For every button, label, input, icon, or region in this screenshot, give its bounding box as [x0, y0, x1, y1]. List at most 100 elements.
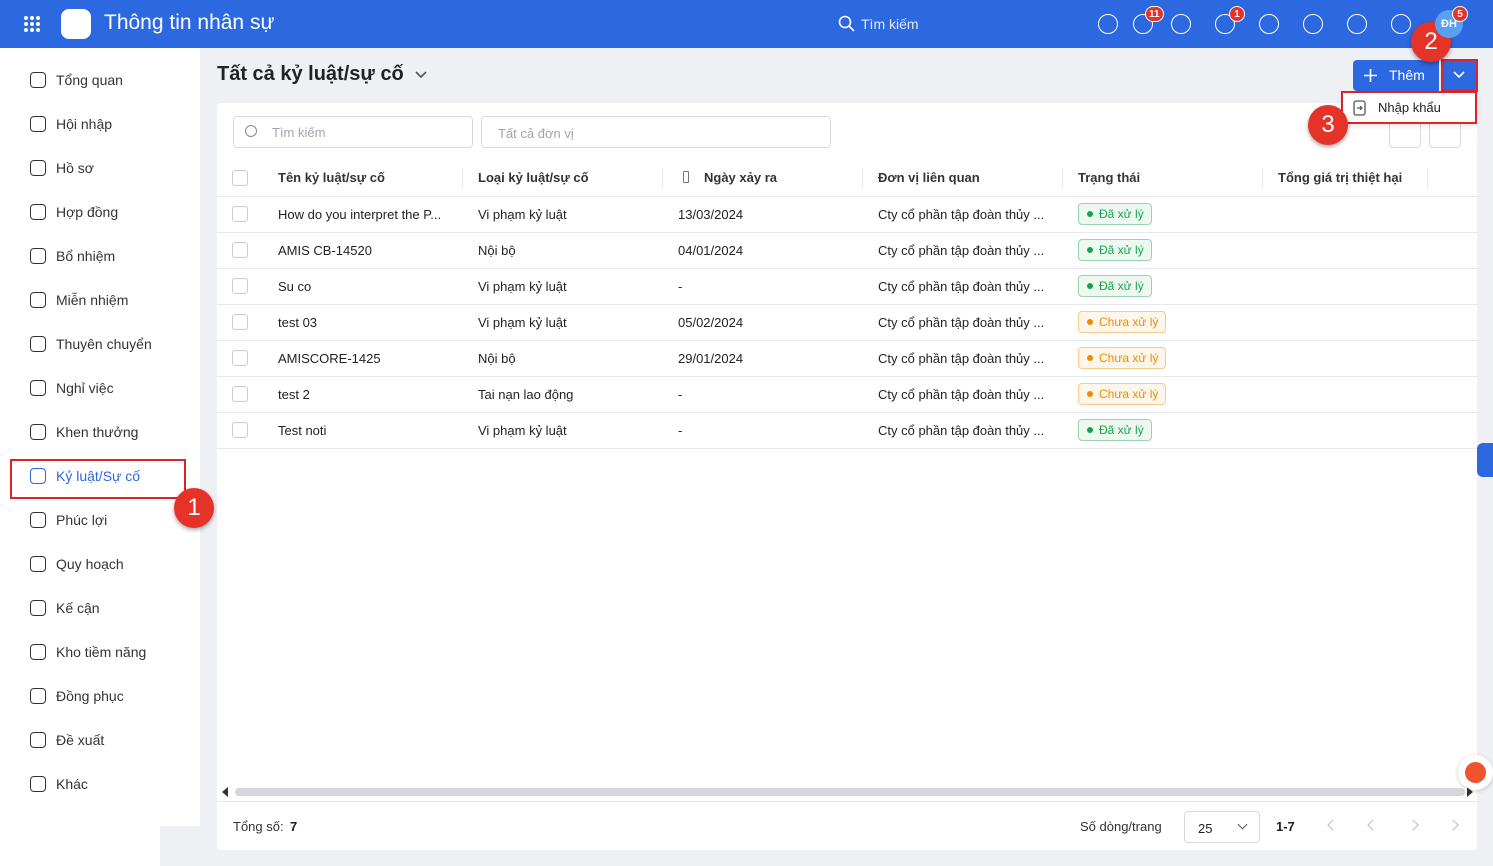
cb[interactable]: [232, 314, 248, 330]
header-icon[interactable]: [1391, 14, 1411, 34]
nav-icon: [30, 600, 46, 616]
nav-icon: [30, 116, 46, 132]
nav-icon: [30, 292, 46, 308]
cb[interactable]: [232, 206, 248, 222]
step-marker: 1: [174, 488, 214, 528]
icon-part: [1453, 71, 1465, 79]
scroll-right: [1467, 787, 1473, 797]
column-header[interactable]: Loại kỷ luật/sự cố: [478, 170, 589, 185]
cb[interactable]: [232, 170, 248, 186]
header-icon[interactable]: [1098, 14, 1118, 34]
cb[interactable]: [232, 278, 248, 294]
column-header[interactable]: Đơn vị liên quan: [878, 170, 980, 185]
page-range: 1-7: [1276, 819, 1295, 834]
status-dot: [1087, 427, 1093, 433]
collapse-button[interactable]: [160, 826, 200, 866]
page-size-select[interactable]: 25: [1184, 811, 1260, 843]
side-panel-toggle[interactable]: [1477, 443, 1493, 477]
nav-item[interactable]: Quy hoạch: [56, 556, 124, 572]
highlight-box: [1441, 59, 1478, 92]
nav-item[interactable]: Kế cận: [56, 600, 100, 616]
app-logo: [61, 9, 91, 39]
status-badge: Đã xử lý: [1078, 239, 1152, 261]
notification-badge: 11: [1145, 6, 1164, 22]
nav-item[interactable]: Tổng quan: [56, 72, 123, 88]
header-icon[interactable]: [1133, 14, 1153, 34]
table-cell[interactable]: How do you interpret the P...: [278, 207, 442, 222]
unit-select[interactable]: Tất cả đơn vị: [481, 116, 831, 148]
apps-icon[interactable]: [23, 15, 41, 33]
search-placeholder[interactable]: Tìm kiếm: [861, 16, 919, 32]
nav-item[interactable]: Phúc lợi: [56, 512, 108, 528]
pager-button[interactable]: [1447, 819, 1459, 831]
table-cell[interactable]: test 03: [278, 315, 318, 330]
nav-item[interactable]: Hợp đồng: [56, 204, 119, 220]
table-cell: -: [678, 387, 683, 402]
page-title[interactable]: Tất cả kỷ luật/sự cố: [217, 63, 404, 85]
top-bar: Thông tin nhân sự Tìm kiếm: [0, 0, 1493, 48]
cb[interactable]: [232, 386, 248, 402]
icon-part: [24, 16, 28, 20]
cb[interactable]: [232, 350, 248, 366]
table-cell[interactable]: test 2: [278, 387, 310, 402]
search-input[interactable]: Tìm kiếm: [233, 116, 473, 148]
nav-item[interactable]: Kỷ luật/Sự cố: [56, 468, 141, 484]
row-line: [217, 412, 1477, 413]
header-icon[interactable]: [1171, 14, 1191, 34]
header-icon[interactable]: [1259, 14, 1279, 34]
table-cell: Cty cổ phần tập đoàn thủy ...: [878, 387, 1045, 402]
nav-item[interactable]: Nghỉ việc: [56, 380, 114, 396]
step-marker: 3: [1308, 105, 1348, 145]
table-cell: Nội bộ: [478, 351, 516, 366]
cb[interactable]: [232, 422, 248, 438]
nav-item[interactable]: Thuyên chuyển: [56, 336, 152, 352]
nav-item[interactable]: Hồ sơ: [56, 160, 94, 176]
status-dot: [1087, 319, 1093, 325]
column-divider: [1427, 168, 1428, 188]
nav-item[interactable]: Đồng phục: [56, 688, 124, 704]
table-cell[interactable]: Su co: [278, 279, 312, 294]
table-cell: 13/03/2024: [678, 207, 744, 222]
column-header[interactable]: Tổng giá trị thiệt hại: [1278, 170, 1403, 185]
header-row: [217, 160, 1477, 196]
pager-button[interactable]: [1407, 819, 1419, 831]
nav-item[interactable]: Khác: [56, 776, 88, 792]
table-cell[interactable]: AMISCORE-1425: [278, 351, 381, 366]
import-icon: [1353, 100, 1366, 116]
table-cell: Nội bộ: [478, 243, 516, 258]
nav-item[interactable]: Khen thưởng: [56, 424, 139, 440]
nav-item[interactable]: Đề xuất: [56, 732, 105, 748]
cb[interactable]: [232, 242, 248, 258]
pin-icon: [683, 171, 689, 183]
nav-item[interactable]: Bổ nhiệm: [56, 248, 116, 264]
sidebar: Tổng quan Hội nhập Hồ sơ Hợp đồng Bổ nhiệm Mi…: [0, 48, 200, 866]
nav-item[interactable]: Kho tiềm năng: [56, 644, 147, 660]
column-header[interactable]: Ngày xảy ra: [704, 170, 777, 185]
nav-item[interactable]: Hội nhập: [56, 116, 113, 132]
nav-item[interactable]: Miễn nhiệm: [56, 292, 129, 308]
row-line: [217, 304, 1477, 305]
column-header[interactable]: Tên kỷ luật/sự cố: [278, 170, 385, 185]
nav-icon: [30, 248, 46, 264]
column-header[interactable]: Trạng thái: [1078, 170, 1141, 185]
page-size-label: Số dòng/trang: [1080, 819, 1162, 834]
header-icon[interactable]: [1303, 14, 1323, 34]
row-line: [217, 196, 1477, 197]
search-icon: [245, 125, 257, 137]
nav-icon: [30, 644, 46, 660]
assistant-icon: [1465, 762, 1486, 783]
table-cell[interactable]: AMIS CB-14520: [278, 243, 372, 258]
header-icon[interactable]: [1347, 14, 1367, 34]
table-cell: Vi phạm kỷ luật: [478, 207, 567, 222]
add-dropdown-button[interactable]: [1441, 60, 1477, 91]
nav-icon: [30, 160, 46, 176]
icon-part: [1353, 100, 1366, 116]
table-cell[interactable]: Test noti: [278, 423, 327, 438]
status-dot: [1087, 283, 1093, 289]
column-divider: [862, 168, 863, 188]
title-dropdown-icon[interactable]: [414, 70, 428, 80]
header-icon[interactable]: [1215, 14, 1235, 34]
pager-button[interactable]: [1367, 819, 1379, 831]
pager-button[interactable]: [1327, 819, 1339, 831]
